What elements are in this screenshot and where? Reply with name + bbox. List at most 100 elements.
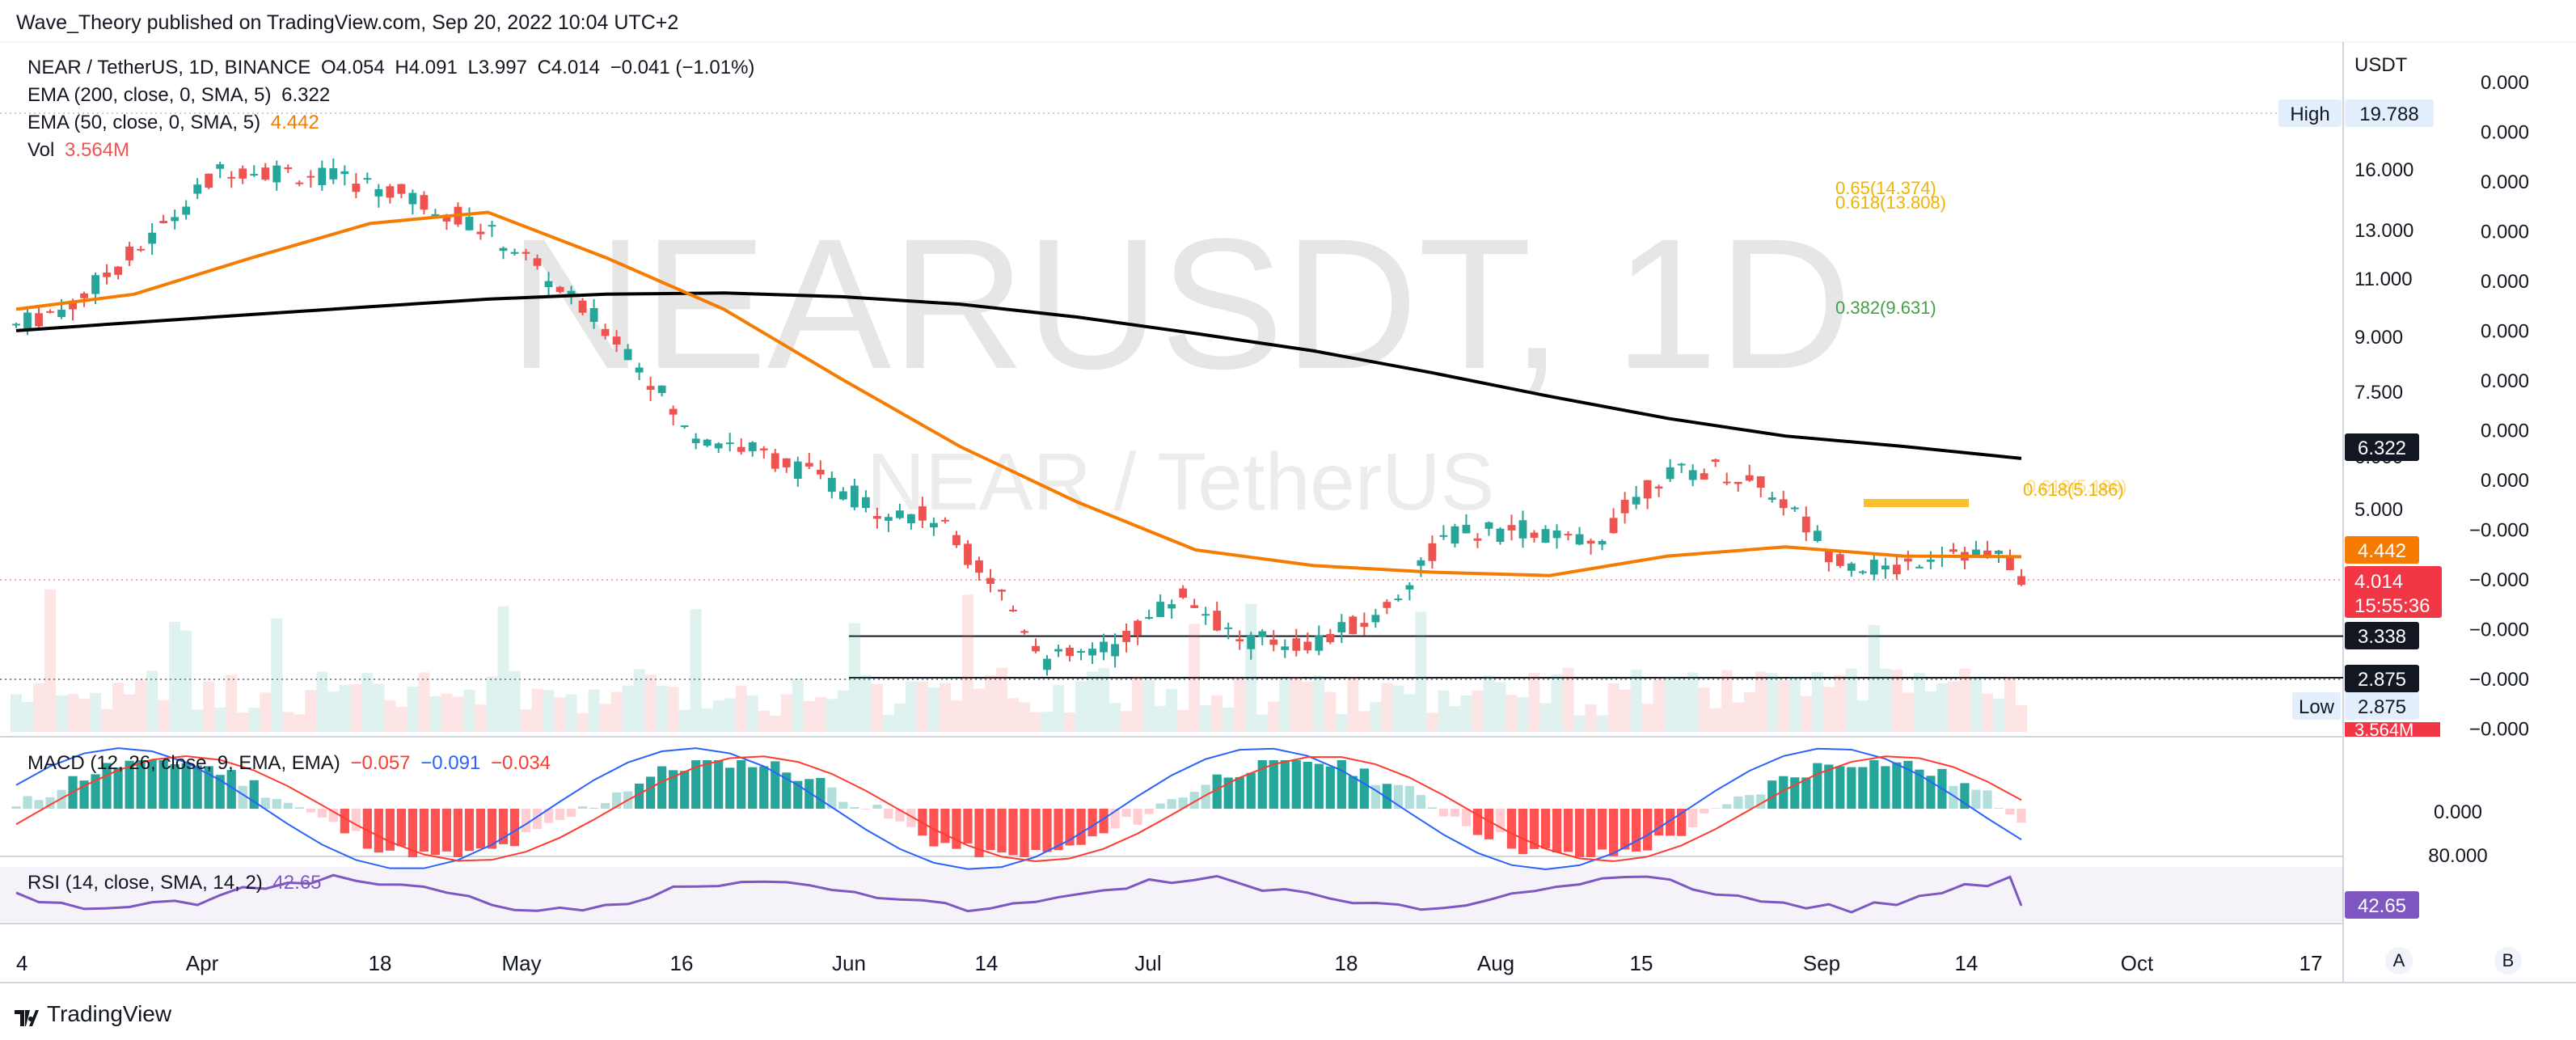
volume-bar [2004, 677, 2016, 732]
volume-bar [1958, 668, 1970, 732]
legend-rsi[interactable]: RSI (14, close, SMA, 14, 2) 42.65 [27, 872, 327, 894]
time-tick: Apr [186, 951, 219, 975]
candle-body [895, 510, 904, 518]
candle-body [1643, 480, 1652, 499]
legend-ema50[interactable]: EMA (50, close, 0, SMA, 5) 4.442 [27, 112, 324, 134]
macd-bar [1903, 760, 1913, 809]
volume-bar [984, 674, 996, 732]
candle-body [216, 164, 225, 169]
macd-bar [1257, 760, 1267, 809]
macd-bar [1756, 794, 1766, 809]
macd-bar [1201, 784, 1210, 809]
macd-bar [1881, 766, 1890, 809]
macd-bar [283, 802, 293, 809]
macd-bar [1835, 766, 1845, 809]
macd-bar [600, 802, 610, 809]
volume-bar [599, 704, 611, 732]
volume-bar [373, 683, 385, 732]
volume-bar [1890, 670, 1902, 732]
volume-bar [1381, 683, 1393, 732]
high-label-badge-bg [2278, 99, 2342, 127]
rsi-band [0, 867, 2343, 922]
legend-ema200[interactable]: EMA (200, close, 0, SMA, 5) 6.322 [27, 84, 335, 107]
macd-bar [793, 780, 803, 809]
volume-bar [180, 630, 192, 732]
rsi-line [15, 873, 2023, 914]
volume-bar [1992, 698, 2004, 732]
volume-bar [1755, 671, 1767, 732]
volume-bar [1687, 672, 1699, 732]
volume-bar [44, 589, 57, 732]
volume-bar [961, 594, 973, 732]
volume-bar [1551, 674, 1563, 732]
volume-bar [305, 690, 317, 732]
volume-bars [10, 589, 2028, 732]
macd-bar [1586, 809, 1596, 857]
footer-brand[interactable]: TradingView [15, 1001, 171, 1027]
rsi-tick: 80.000 [2428, 845, 2487, 867]
candle-body [1394, 598, 1403, 601]
macd-bar [340, 809, 349, 834]
macd-bar [430, 809, 441, 856]
time-tick: 16 [670, 951, 694, 975]
volume-bar [1800, 695, 1812, 732]
volume-bar [1313, 675, 1325, 732]
candle-body [465, 217, 474, 230]
volume-bar [803, 700, 815, 732]
legend-macd[interactable]: MACD (12, 26, close, 9, EMA, EMA) −0.057… [27, 752, 555, 775]
axis-button-a[interactable]: A [2385, 947, 2413, 974]
candle-body [1530, 532, 1539, 538]
time-tick: Jul [1134, 951, 1161, 975]
macd-bar [1790, 777, 1800, 809]
legend-main[interactable]: NEAR / TetherUS, 1D, BINANCE O4.054 H4.0… [27, 57, 759, 79]
volume-bar [135, 679, 147, 732]
candle-body [635, 367, 644, 373]
candle-body [964, 543, 972, 565]
volume-bar [271, 618, 283, 732]
macd-bar [475, 809, 486, 849]
candle-body [227, 176, 236, 179]
candle-body [522, 252, 530, 254]
ohlc-open: O4.054 [321, 57, 385, 78]
macd-bar [1133, 809, 1142, 825]
volume-bar [124, 694, 136, 732]
candle-body [1609, 518, 1618, 534]
macd-bar [102, 763, 112, 809]
candle-body [306, 175, 315, 178]
volume-bar [610, 691, 623, 732]
macd-bar [1540, 809, 1551, 849]
zero-tick: 0.000 [2481, 271, 2529, 293]
candle-body [975, 560, 983, 573]
candle-body [272, 165, 281, 183]
macd-bar [1711, 808, 1721, 809]
volume-bar [214, 707, 226, 732]
axis-button-b[interactable]: B [2494, 947, 2522, 974]
volume-bar [1087, 671, 1099, 732]
candle-body [57, 309, 65, 317]
macd-bar [804, 779, 814, 809]
fib-label-0618a: 0.618(13.808) [1835, 192, 1946, 213]
candle-body [431, 213, 440, 217]
macd-bar [1847, 767, 1856, 809]
volume-bar [780, 694, 792, 732]
candle-body [205, 173, 213, 188]
candle-body [1111, 644, 1119, 657]
high-label-badge: High [2290, 104, 2329, 125]
volume-bar [1336, 713, 1348, 732]
volume-bar [916, 681, 928, 732]
volume-bar [1698, 687, 1710, 732]
macd-bar [1983, 790, 1992, 809]
legend-vol[interactable]: Vol 3.564M [27, 139, 134, 162]
volume-bar [67, 694, 79, 732]
candle-body [793, 461, 802, 480]
candle-body [771, 453, 779, 469]
macd-bar [260, 797, 270, 809]
macd-bar [1734, 796, 1743, 809]
macd-bar [1915, 769, 1924, 809]
volume-bar [905, 681, 917, 732]
volume-bar [384, 700, 396, 732]
macd-bar [1574, 809, 1585, 857]
volume-bar [350, 683, 362, 732]
zero-tick: 0.000 [2481, 122, 2529, 144]
fib-label-0618b: 0.618(5.186) [2023, 480, 2124, 500]
